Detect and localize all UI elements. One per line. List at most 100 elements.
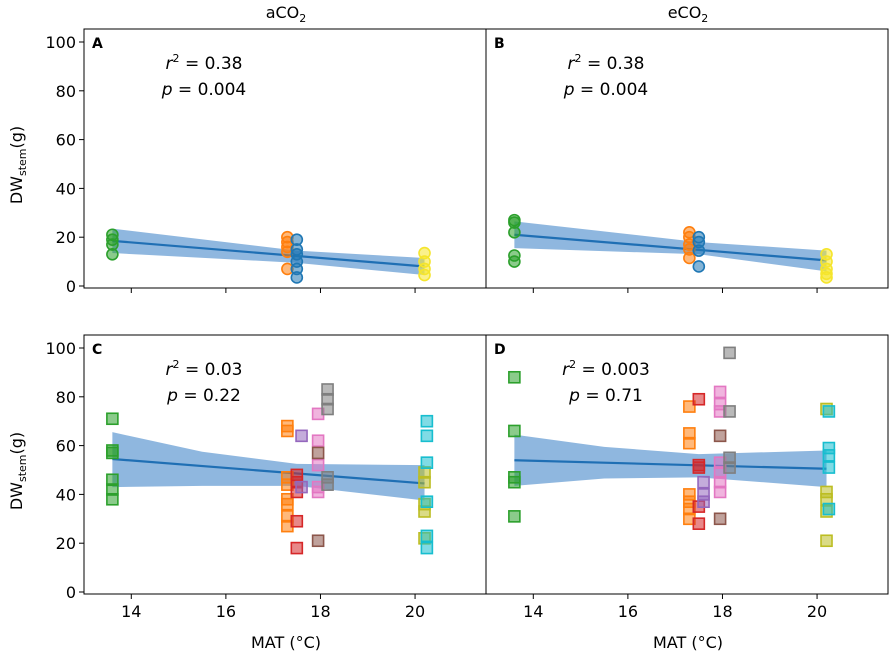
data-point <box>692 517 706 530</box>
data-point <box>692 392 706 406</box>
p-value: = 0.004 <box>575 80 649 100</box>
r2-exponent: 2 <box>575 52 582 65</box>
y-tick-label: 20 <box>56 534 76 553</box>
column-title-eco2-main: eCO <box>668 3 702 22</box>
data-point <box>290 271 304 284</box>
x-axis-label-left: MAT (°C) <box>251 633 321 652</box>
data-point <box>295 429 308 443</box>
panel-b: Br2 = 0.38 p = 0.004 <box>485 28 889 293</box>
data-point <box>697 495 710 509</box>
data-point <box>697 475 710 489</box>
regression-line <box>112 239 425 268</box>
data-point <box>820 534 833 548</box>
panel-letter: C <box>92 342 102 358</box>
p-annotation: p = 0.71 <box>568 386 643 406</box>
r2-value: = 0.003 <box>576 360 650 380</box>
y-tick-label: 100 <box>45 339 76 358</box>
r2-annotation: r2 = 0.38 <box>568 52 645 74</box>
column-title-aco2-sub: 2 <box>299 12 306 25</box>
regression-line <box>514 233 827 262</box>
data-point <box>420 529 434 543</box>
column-title-eco2: eCO2 <box>668 3 709 25</box>
ylabel-unit: (g) <box>7 126 26 149</box>
regression-line <box>112 457 425 485</box>
x-axis-label-right: MAT (°C) <box>653 633 723 652</box>
data-point <box>420 414 434 428</box>
p-value: = 0.22 <box>178 386 241 406</box>
p-value: = 0.71 <box>580 386 643 406</box>
r2-symbol: r <box>568 54 576 74</box>
column-title-aco2-main: aCO <box>266 3 300 22</box>
data-point <box>820 271 833 284</box>
panel-a: Ar2 = 0.38 p = 0.004 0 20 40 60 80 100 <box>45 28 487 296</box>
data-point <box>508 226 521 239</box>
p-value: = 0.004 <box>173 80 247 100</box>
r2-annotation: r2 = 0.38 <box>166 52 243 74</box>
x-tick-label: 18 <box>712 602 732 621</box>
panel-frame <box>485 334 889 595</box>
regression-line <box>514 459 827 470</box>
y-tick-label: 100 <box>45 33 76 52</box>
r2-symbol: r <box>166 360 174 380</box>
data-point <box>290 541 304 555</box>
r2-symbol: r <box>166 54 174 74</box>
r2-symbol: r <box>562 360 570 380</box>
panel-d: Dr2 = 0.003 p = 0.71 14 16 18 20 <box>485 334 889 621</box>
x-tick-label: 16 <box>216 602 236 621</box>
data-point <box>418 268 431 282</box>
data-point <box>508 255 521 268</box>
x-tick-label: 16 <box>618 602 638 621</box>
data-point <box>311 446 325 460</box>
data-point <box>713 512 727 526</box>
y-tick-label: 80 <box>56 388 76 407</box>
data-point <box>713 385 727 399</box>
data-point <box>321 478 334 491</box>
y-tick-label: 0 <box>66 583 76 602</box>
data-point <box>418 475 431 489</box>
r2-value: = 0.03 <box>180 360 243 380</box>
data-point <box>106 247 119 261</box>
x-tick-label: 18 <box>310 602 330 621</box>
y-tick-label: 0 <box>66 277 76 296</box>
data-point <box>420 456 434 469</box>
p-annotation: p = 0.22 <box>166 386 241 406</box>
column-title-eco2-sub: 2 <box>701 12 708 25</box>
data-point <box>713 429 727 443</box>
ylabel-unit: (g) <box>7 432 26 455</box>
data-point <box>290 514 304 528</box>
confidence-band <box>514 221 827 272</box>
panel-letter: A <box>92 36 103 52</box>
confidence-band <box>112 432 425 501</box>
p-annotation: p = 0.004 <box>563 80 649 100</box>
data-point <box>692 260 706 273</box>
data-point <box>311 458 325 472</box>
data-point <box>281 497 294 511</box>
data-point <box>106 446 119 460</box>
y-tick-label: 60 <box>56 131 76 150</box>
y-axis-label-top: DWstem(g) <box>7 126 29 204</box>
r2-exponent: 2 <box>173 52 180 65</box>
data-point <box>311 485 325 499</box>
panel-letter: B <box>494 36 505 52</box>
data-point <box>508 424 521 438</box>
column-title-aco2: aCO2 <box>266 3 307 25</box>
confidence-band <box>514 434 827 488</box>
data-point <box>683 400 696 413</box>
y-tick-label: 20 <box>56 228 76 247</box>
ylabel-main: DW <box>7 176 26 204</box>
data-point <box>508 370 521 384</box>
x-tick-label: 20 <box>807 602 827 621</box>
confidence-band <box>112 228 425 276</box>
data-point <box>420 495 434 509</box>
data-point <box>713 485 727 499</box>
ylabel-sub: stem <box>16 148 29 176</box>
data-point <box>723 461 736 474</box>
data-point <box>311 534 325 548</box>
r2-value: = 0.38 <box>180 54 243 74</box>
data-point <box>321 402 334 416</box>
data-point <box>106 492 119 506</box>
data-point <box>692 461 706 474</box>
y-tick-label: 40 <box>56 179 76 198</box>
